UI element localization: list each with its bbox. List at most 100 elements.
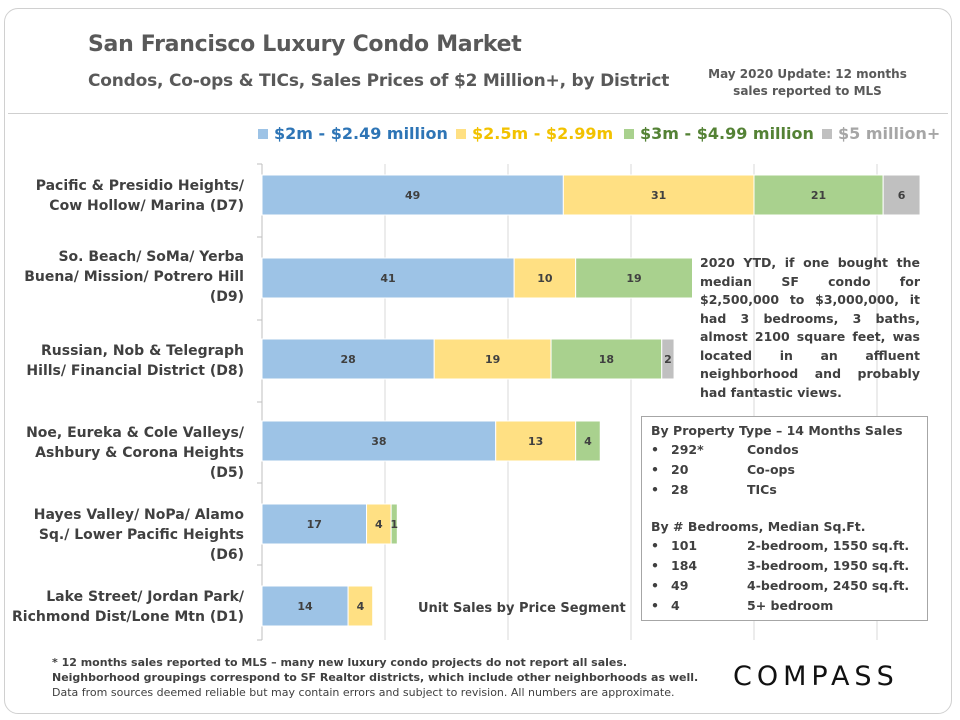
legend-item-series-2: $2.5m - $2.99m: [456, 124, 613, 143]
row-label: 4-bedroom, 2450 sq.ft.: [747, 578, 910, 593]
legend-item-series-1: $2m - $2.49 million: [258, 124, 448, 143]
bar-data-label: 49: [405, 189, 420, 202]
bar-data-label: 6: [898, 189, 906, 202]
bar-segment-series-1: [261, 585, 349, 627]
legend-swatch-series-4: [822, 128, 832, 139]
bar-data-label: 13: [528, 435, 543, 448]
bullet: •: [651, 462, 659, 477]
category-label-line: (D9): [209, 289, 244, 305]
bar-segment-series-2: [347, 585, 374, 627]
bar-segment-series-4: [882, 174, 921, 216]
property-row: • 292* Condos: [651, 442, 921, 461]
legend-swatch-series-2: [456, 128, 466, 139]
bullet: •: [651, 598, 659, 613]
bar-segment-series-2: [366, 503, 392, 545]
row-count: 49: [671, 578, 689, 593]
bar-data-label: 14: [297, 600, 313, 613]
category-label-line: Ashbury & Corona Heights (D5): [35, 445, 244, 481]
bullet: •: [651, 578, 659, 593]
bar-segment-series-1: [261, 174, 564, 216]
row-count: 101: [671, 538, 698, 553]
row-count: 4: [671, 598, 680, 613]
category-label-line: Hayes Valley/ NoPa/ Alamo: [33, 507, 244, 523]
bar-data-label: 41: [380, 272, 395, 285]
bar-data-label: 19: [485, 353, 500, 366]
bedroom-row: • 4 5+ bedroom: [651, 598, 921, 617]
bar-data-label: 28: [340, 353, 355, 366]
legend-swatch-series-3: [624, 128, 634, 139]
bedrooms-heading: By # Bedrooms, Median Sq.Ft.: [651, 519, 866, 534]
footnote: * 12 months sales reported to MLS – many…: [52, 655, 714, 700]
compass-logo: COMPASS: [733, 661, 899, 692]
row-label: Co-ops: [747, 462, 795, 477]
bar-data-label: 38: [371, 435, 386, 448]
category-label-line: Russian, Nob & Telegraph: [41, 343, 244, 359]
row-count: 28: [671, 482, 689, 497]
legend-swatch-series-1: [258, 128, 268, 139]
bar-data-label: 4: [375, 518, 383, 531]
chart-frame: [4, 8, 952, 714]
category-label-d6: Hayes Valley/ NoPa/ Alamo Sq./ Lower Pac…: [6, 505, 244, 565]
header-divider: [8, 113, 948, 114]
property-type-heading: By Property Type – 14 Months Sales: [651, 423, 903, 438]
bullet: •: [651, 558, 659, 573]
row-count: 292*: [671, 442, 704, 457]
row-label: 3-bedroom, 1950 sq.ft.: [747, 558, 910, 573]
bar-segment-series-3: [575, 420, 601, 462]
bar-data-label: 18: [599, 353, 614, 366]
category-label-line: Lake Street/ Jordan Park/: [46, 589, 244, 605]
chart-title: San Francisco Luxury Condo Market: [88, 32, 522, 57]
row-label: 5+ bedroom: [747, 598, 834, 613]
bar-data-label: 4: [584, 435, 592, 448]
bar-data-label: 2: [664, 353, 672, 366]
bar-segment-series-1: [261, 257, 515, 299]
category-label-d7: Pacific & Presidio Heights/ Cow Hollow/ …: [6, 176, 244, 216]
chart-subtitle: Condos, Co-ops & TICs, Sales Prices of $…: [88, 71, 670, 91]
category-label-line: Hills/ Financial District (D8): [26, 363, 244, 379]
category-label-line: Noe, Eureka & Cole Valleys/: [26, 425, 244, 441]
median-condo-note: 2020 YTD, if one bought the median SF co…: [700, 255, 920, 400]
legend-label-series-2: $2.5m - $2.99m: [472, 124, 614, 143]
bar-segment-series-3: [390, 503, 398, 545]
bedroom-row: • 184 3-bedroom, 1950 sq.ft.: [651, 558, 921, 577]
update-note-line-1: May 2020 Update: 12 months: [708, 67, 907, 81]
bar-segment-series-2: [562, 174, 755, 216]
bar-data-label: 31: [651, 189, 666, 202]
bullet: •: [651, 482, 659, 497]
update-note-line-2: sales reported to MLS: [733, 84, 882, 98]
bar-segment-series-4: [661, 338, 675, 380]
bar-data-label: 10: [537, 272, 553, 285]
row-count: 20: [671, 462, 689, 477]
bar-data-label: 21: [811, 189, 826, 202]
row-label: 2-bedroom, 1550 sq.ft.: [747, 538, 910, 553]
category-label-d8: Russian, Nob & Telegraph Hills/ Financia…: [6, 341, 244, 381]
bar-segment-series-2: [433, 338, 552, 380]
bar-data-label: 1: [390, 518, 398, 531]
row-count: 184: [671, 558, 698, 573]
row-label: TICs: [747, 482, 777, 497]
legend-item-series-3: $3m - $4.99 million: [624, 124, 814, 143]
category-label-line: Pacific & Presidio Heights/: [35, 178, 244, 194]
bar-segment-series-3: [753, 174, 884, 216]
bedroom-row: • 101 2-bedroom, 1550 sq.ft.: [651, 538, 921, 557]
bullet: •: [651, 538, 659, 553]
summary-box: By Property Type – 14 Months Sales • 292…: [641, 416, 928, 621]
category-label-line: Richmond Dist/Lone Mtn (D1): [12, 609, 244, 625]
category-label-d5: Noe, Eureka & Cole Valleys/ Ashbury & Co…: [6, 423, 244, 483]
category-label-d9: So. Beach/ SoMa/ Yerba Buena/ Mission/ P…: [6, 247, 244, 307]
legend-label-series-3: $3m - $4.99 million: [640, 124, 814, 143]
bar-segment-series-3: [575, 257, 694, 299]
category-label-line: Buena/ Mission/ Potrero Hill: [24, 269, 244, 285]
bar-segment-series-2: [495, 420, 577, 462]
legend-label-series-1: $2m - $2.49 million: [274, 124, 448, 143]
bar-segment-series-2: [513, 257, 577, 299]
bullet: •: [651, 442, 659, 457]
footnote-bold: * 12 months sales reported to MLS – many…: [52, 656, 699, 684]
bar-segment-series-1: [261, 338, 435, 380]
property-row: • 28 TICs: [651, 482, 921, 501]
category-label-line: Sq./ Lower Pacific Heights (D6): [38, 527, 244, 563]
footnote-normal: Data from sources deemed reliable but ma…: [52, 686, 675, 699]
category-label-line: So. Beach/ SoMa/ Yerba: [58, 249, 244, 265]
bedroom-row: • 49 4-bedroom, 2450 sq.ft.: [651, 578, 921, 597]
